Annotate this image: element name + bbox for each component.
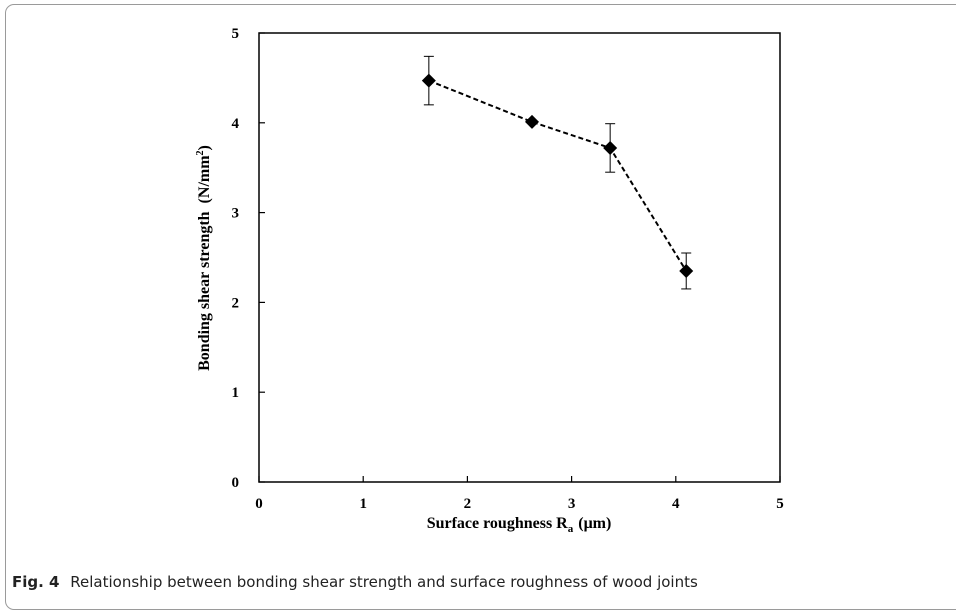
series-line — [428, 79, 688, 272]
data-series — [421, 55, 694, 290]
x-axis-label: Surface roughness Ra (μm) — [427, 515, 612, 535]
x-tick-label: 3 — [568, 496, 576, 512]
x-tick-label: 1 — [359, 496, 367, 512]
y-axis: 0 1 2 3 4 5 — [232, 26, 265, 491]
chart-area: 0 1 2 3 4 5 0 1 2 3 4 5 Surface roughness Ra (μm) B… — [195, 26, 784, 535]
figure-caption: Fig. 4 Relationship between bonding shea… — [12, 573, 698, 591]
y-tick-label: 2 — [232, 295, 240, 311]
data-point — [603, 140, 618, 155]
figure-frame — [5, 4, 956, 610]
y-tick-label: 1 — [232, 385, 240, 401]
y-tick-label: 5 — [232, 26, 240, 42]
x-axis: 0 1 2 3 4 5 — [255, 476, 784, 512]
data-point — [679, 263, 694, 278]
y-tick-label: 0 — [232, 475, 240, 491]
y-axis-label: Bonding shear strength(N/mm2) — [195, 145, 213, 371]
y-tick-label: 4 — [232, 116, 240, 132]
data-point — [421, 73, 436, 88]
caption-text: Relationship between bonding shear stren… — [70, 573, 698, 591]
x-tick-label: 0 — [255, 496, 263, 512]
plot-border — [258, 32, 781, 483]
figure-label: Fig. 4 — [12, 573, 60, 591]
y-tick-label: 3 — [232, 206, 240, 222]
x-tick-label: 2 — [464, 496, 472, 512]
x-tick-label: 4 — [672, 496, 680, 512]
x-tick-label: 5 — [776, 496, 784, 512]
data-point — [525, 114, 540, 129]
